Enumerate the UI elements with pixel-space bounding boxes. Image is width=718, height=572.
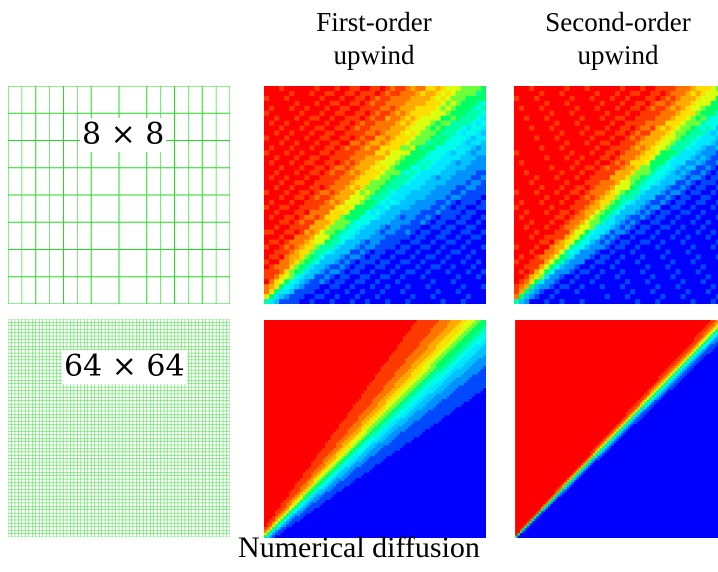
mesh-8x8-label: 8 × 8 [80,117,167,152]
first-order-upwind-header: First-order upwind [274,6,474,72]
contour-cells [514,86,718,304]
first-order-header-line1: First-order [316,7,432,37]
numerical-diffusion-caption: Numerical diffusion [238,531,480,564]
mesh-64x64 [8,319,230,537]
second-order-header-line1: Second-order [545,7,691,37]
first-order-64x64-contour [264,320,486,538]
contour-cells [264,320,486,538]
second-order-8x8-contour [514,86,718,304]
second-order-64x64-contour [515,320,718,538]
mesh-64x64-label: 64 × 64 [62,349,187,384]
mesh-lines [8,86,230,304]
second-order-header-line2: upwind [577,40,659,70]
contour-cells [264,86,486,304]
mesh-lines [8,319,230,537]
second-order-upwind-header: Second-order upwind [518,6,718,72]
first-order-header-line2: upwind [333,40,415,70]
contour-cells [515,320,718,538]
first-order-8x8-contour [264,86,486,304]
mesh-8x8 [8,86,230,304]
